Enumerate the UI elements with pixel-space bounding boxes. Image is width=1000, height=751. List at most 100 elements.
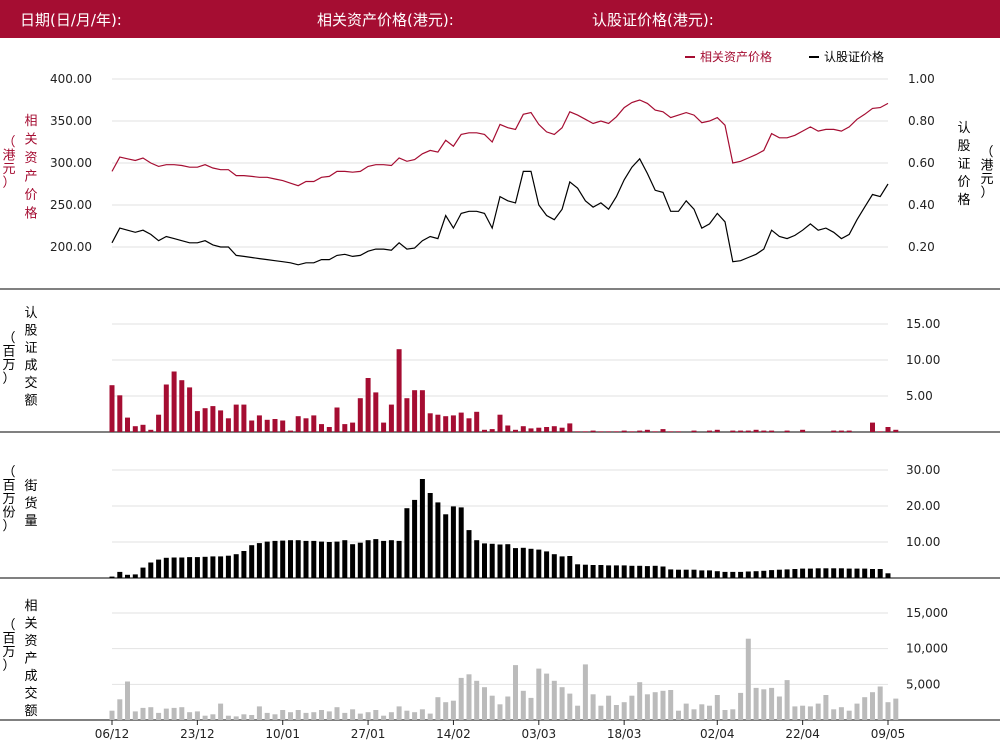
- asset-turnover-bar: [528, 697, 534, 720]
- y-tick-label: 20.00: [906, 499, 940, 513]
- warrant-turnover-bar: [194, 411, 200, 432]
- outstanding-bar: [125, 574, 130, 578]
- y-axis-title: 交: [24, 686, 37, 702]
- warrant-turnover-bar: [893, 429, 899, 432]
- outstanding-bar: [225, 555, 231, 578]
- warrant-turnover-bar: [419, 390, 425, 432]
- y-axis-title-unit: ）: [2, 372, 15, 387]
- warrant-turnover-bar: [350, 422, 356, 432]
- warrant-turnover-bar: [513, 429, 518, 432]
- asset-turnover-bar: [334, 707, 340, 720]
- asset-turnover-bar: [156, 712, 162, 720]
- outstanding-bar: [862, 568, 868, 578]
- asset-turnover-bar: [683, 703, 689, 720]
- asset-turnover-bar: [474, 680, 480, 720]
- asset-turnover-bar: [249, 715, 255, 720]
- y-axis-title-unit: ）: [2, 659, 15, 674]
- warrant-turnover-bar: [125, 417, 130, 432]
- asset-turnover-bar: [435, 697, 441, 720]
- warrant-turnover-bar: [730, 430, 736, 432]
- warrant-turnover-bar: [319, 424, 324, 432]
- warrant-turnover-bar: [707, 430, 712, 432]
- asset-turnover-bar: [668, 690, 674, 720]
- outstanding-bar: [838, 568, 844, 578]
- asset-turnover-bar: [288, 712, 293, 720]
- asset-turnover-bar: [466, 674, 472, 720]
- asset-turnover-bar: [838, 707, 844, 720]
- y-axis-title-right: 股: [957, 139, 970, 154]
- asset-turnover-bar: [365, 712, 371, 720]
- asset-turnover-bar: [412, 712, 418, 720]
- y-axis-title-right: 价: [957, 175, 970, 190]
- x-tick-label: 09/05: [871, 727, 906, 741]
- asset-turnover-bar: [381, 715, 387, 720]
- warrant-turnover-bar: [342, 424, 348, 432]
- y-axis-title-left-unit: ）: [2, 176, 15, 191]
- warrant-turnover-bar: [140, 424, 146, 432]
- asset-turnover-bar: [458, 677, 464, 720]
- asset-turnover-bar: [776, 696, 782, 720]
- outstanding-bar: [388, 540, 394, 578]
- outstanding-bar: [272, 540, 278, 578]
- warrant-turnover-bar: [218, 410, 224, 432]
- outstanding-bar: [870, 569, 875, 578]
- outstanding-bar: [559, 556, 565, 578]
- asset-turnover-bar: [280, 710, 286, 720]
- outstanding-bar: [792, 569, 798, 578]
- outstanding-bar: [567, 556, 573, 578]
- asset-turnover-bar: [210, 714, 216, 720]
- asset-turnover-bar: [691, 709, 697, 720]
- x-tick-label: 06/12: [95, 727, 130, 741]
- chart-svg: 400.00 350.00 300.00 250.00 200.00 1.00 0.80 0.…: [0, 49, 1000, 741]
- outstanding-bar: [637, 565, 643, 578]
- outstanding-bar: [722, 571, 728, 578]
- warrant-turnover-bar: [676, 431, 681, 432]
- outstanding-bar: [621, 565, 627, 578]
- outstanding-bar: [396, 540, 402, 578]
- outstanding-bar: [745, 571, 751, 578]
- y-axis-title-right-unit: 元: [980, 172, 993, 187]
- asset-turnover-bar: [644, 694, 650, 720]
- outstanding-bar: [334, 541, 340, 578]
- outstanding-bar: [466, 530, 472, 578]
- outstanding-bar: [435, 502, 441, 578]
- warrant-turnover-bar: [210, 406, 216, 432]
- warrant-turnover-bar: [761, 430, 767, 432]
- warrant-turnover-bar: [241, 404, 247, 432]
- outstanding-bar: [264, 541, 270, 578]
- outstanding-bar: [831, 568, 837, 578]
- outstanding-bar: [419, 479, 425, 578]
- outstanding-bar: [854, 568, 860, 578]
- y-axis-title: 关: [24, 617, 37, 632]
- asset-turnover-bar: [637, 682, 643, 720]
- asset-turnover-bar: [807, 706, 813, 720]
- warrant-turnover-bar: [280, 420, 286, 432]
- warrant-turnover-bar: [109, 385, 115, 432]
- asset-turnover-bar: [753, 687, 759, 720]
- warrant-turnover-bar: [156, 414, 162, 432]
- warrant-turnover-bar: [303, 418, 309, 432]
- asset-turnover-bar: [187, 712, 193, 720]
- asset-turnover-bar: [745, 638, 751, 720]
- y-axis-title: 量: [24, 514, 37, 529]
- x-tick-label: 23/12: [180, 727, 215, 741]
- asset-turnover-bar: [815, 703, 821, 720]
- asset-turnover-bar: [109, 710, 115, 720]
- outstanding-bar: [303, 540, 309, 578]
- asset-turnover-bar: [761, 689, 767, 720]
- warrant-turnover-bar: [838, 430, 844, 432]
- x-tick-label: 14/02: [436, 727, 471, 741]
- outstanding-bar: [194, 557, 200, 578]
- y-axis-title: 成: [24, 359, 37, 374]
- asset-turnover-bar: [769, 687, 775, 720]
- asset-turnover-bar: [311, 712, 317, 720]
- warrant-turnover-bar: [412, 390, 418, 432]
- outstanding-bar: [668, 569, 674, 578]
- warrant-turnover-bar: [381, 422, 387, 432]
- y-axis-title-left-unit: 元: [2, 162, 15, 177]
- outstanding-bar: [683, 569, 689, 578]
- asset-turnover-bar: [582, 664, 588, 720]
- asset-turnover-bar: [714, 695, 720, 720]
- asset-turnover-bar: [218, 703, 224, 720]
- warrant-turnover-bar: [831, 430, 837, 432]
